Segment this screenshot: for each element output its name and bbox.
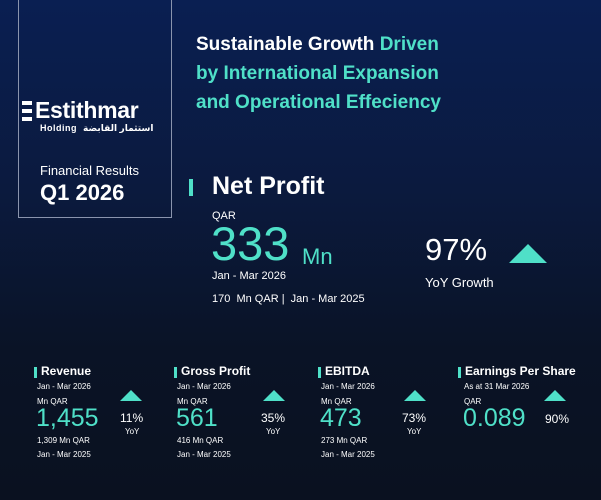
kpi-accent-bar [458,367,461,378]
headline: Sustainable Growth Driven by Internation… [196,30,591,117]
up-arrow-icon [120,390,142,401]
headline-line3: and Operational Effeciency [196,92,441,113]
headline-line2: by International Expansion [196,63,439,84]
kpi-unit: Mn QAR [321,397,352,406]
kpi-yoy-pct: 90% [545,412,570,426]
kpi-period: As at 31 Mar 2026 [464,382,530,391]
kpi-title: Earnings Per Share [465,364,576,378]
logo-mark-icon [22,101,32,121]
kpi-unit: QAR [464,397,482,406]
kpi-previous: 273 Mn QAR [321,436,368,445]
kpi-earnings-per-share: Earnings Per Share As at 31 Mar 2026 QAR… [458,364,598,464]
up-arrow-icon [544,390,566,401]
kpi-value: 561 [176,404,218,432]
kpi-period: Jan - Mar 2026 [177,382,231,391]
kpi-title: Revenue [41,364,92,378]
logo-panel [18,0,172,218]
kpi-previous: 416 Mn QAR [177,436,224,445]
up-arrow-icon [509,244,547,263]
net-profit-title: Net Profit [212,172,325,200]
kpi-yoy-pct: 11% [120,411,144,425]
up-arrow-icon [404,390,426,401]
kpi-period: Jan - Mar 2026 [37,382,91,391]
kpi-value: 0.089 [463,404,526,432]
kpi-yoy-label: YoY [125,427,140,436]
kpi-revenue: Revenue Jan - Mar 2026 Mn QAR 1,455 1,30… [34,364,164,464]
kpi-previous: 1,309 Mn QAR [37,436,90,445]
kpi-yoy-pct: 35% [261,411,286,425]
kpi-yoy-label: YoY [407,427,422,436]
kpi-accent-bar [318,367,321,378]
kpi-accent-bar [34,367,37,378]
brand-name: Estithmar [35,97,139,123]
kpi-unit: Mn QAR [177,397,208,406]
net-profit-currency: QAR [212,210,236,222]
net-profit-yoy-value: 97% [425,232,488,267]
net-profit-previous: 170 Mn QAR | Jan - Mar 2025 [212,293,365,305]
kpi-previous-period: Jan - Mar 2025 [37,450,91,459]
brand-subtitle: Holding استثمار القابضة [40,123,154,133]
kpi-unit: Mn QAR [37,397,68,406]
kpi-accent-bar [174,367,177,378]
net-profit-accent-bar [189,179,193,196]
kpi-gross-profit: Gross Profit Jan - Mar 2026 Mn QAR 561 4… [174,364,314,464]
kpi-previous-period: Jan - Mar 2025 [321,450,375,459]
kpi-ebitda: EBITDA Jan - Mar 2026 Mn QAR 473 273 Mn … [318,364,448,464]
kpi-title: EBITDA [325,364,370,378]
headline-line1-teal: Driven [379,34,439,55]
kpi-yoy-pct: 73% [402,411,427,425]
up-arrow-icon [263,390,285,401]
kpi-value: 1,455 [36,404,99,432]
brand-subtitle-arabic: استثمار القابضة [83,123,154,133]
kpi-value: 473 [320,404,362,432]
net-profit-unit: Mn [302,244,333,269]
headline-line1-white: Sustainable Growth [196,34,380,55]
kpi-yoy-label: YoY [266,427,281,436]
kpi-period: Jan - Mar 2026 [321,382,375,391]
brand-logo: Estithmar [22,97,139,124]
net-profit-period: Jan - Mar 2026 [212,270,286,282]
net-profit-yoy-label: YoY Growth [425,275,494,290]
net-profit-value: 333 [211,217,290,270]
kpi-previous-period: Jan - Mar 2025 [177,450,231,459]
kpi-title: Gross Profit [181,364,251,378]
report-period: Q1 2026 [40,180,125,205]
report-label: Financial Results [40,163,139,178]
